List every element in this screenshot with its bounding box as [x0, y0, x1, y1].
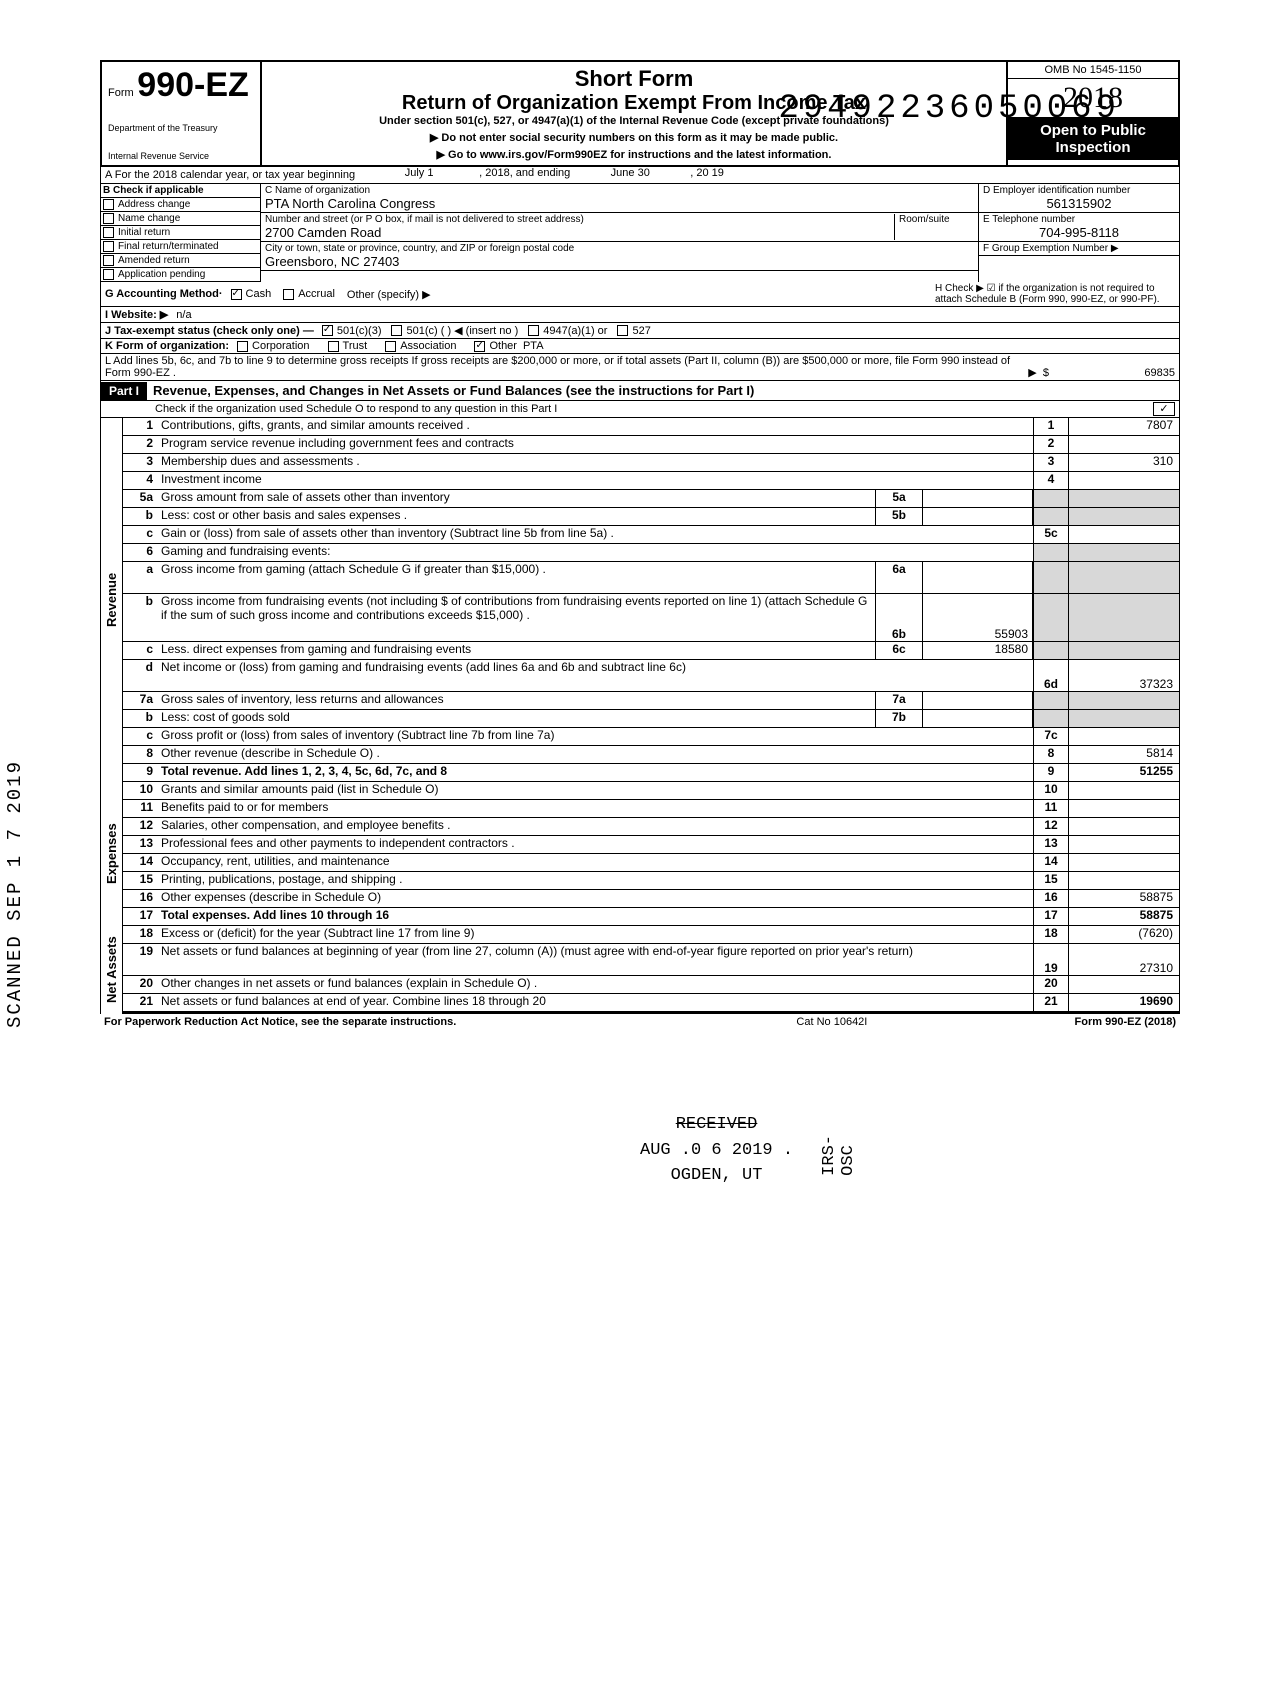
received-l1: RECEIVED: [640, 1112, 793, 1138]
row-l-text: L Add lines 5b, 6c, and 7b to line 9 to …: [105, 355, 1022, 379]
title-short: Short Form: [268, 66, 1000, 92]
ein-label: D Employer identification number: [983, 185, 1175, 196]
addr-label: Number and street (or P O box, if mail i…: [265, 214, 894, 225]
phone-cell: E Telephone number 704-995-8118: [979, 213, 1179, 242]
chk-other-org[interactable]: [474, 341, 485, 352]
footer: For Paperwork Reduction Act Notice, see …: [100, 1014, 1180, 1030]
row-j: J Tax-exempt status (check only one) — 5…: [100, 323, 1180, 339]
form-page: 29492236050069 Form 990-EZ Department of…: [100, 60, 1180, 1030]
col-b: B Check if applicable Address change Nam…: [101, 184, 261, 282]
scanned-stamp: SCANNED SEP 1 7 2019: [4, 760, 26, 1028]
chk-cash[interactable]: [231, 289, 242, 300]
expenses-side-label: Expenses: [100, 782, 122, 926]
form-id-box: Form 990-EZ Department of the Treasury I…: [102, 62, 262, 165]
omb-number: OMB No 1545-1150: [1008, 62, 1178, 79]
part1-header: Part I Revenue, Expenses, and Changes in…: [100, 381, 1180, 401]
footer-right: Form 990-EZ (2018): [1075, 1016, 1176, 1028]
row-j-label: J Tax-exempt status (check only one) —: [105, 325, 314, 337]
dept-irs: Internal Revenue Service: [108, 151, 254, 161]
netassets-section: Net Assets 18Excess or (deficit) for the…: [100, 926, 1180, 1014]
netassets-side-label: Net Assets: [100, 926, 122, 1014]
chk-501c3[interactable]: [322, 325, 333, 336]
row-i-label: I Website: ▶: [105, 308, 168, 321]
part1-schedO: Check if the organization used Schedule …: [100, 401, 1180, 418]
chk-accrual[interactable]: [283, 289, 294, 300]
gross-receipts-value: 69835: [1055, 367, 1175, 379]
received-stamp: RECEIVED AUG .0 6 2019 . OGDEN, UT: [640, 1112, 793, 1189]
received-l2: AUG .0 6 2019 .: [640, 1138, 793, 1164]
chk-527[interactable]: [617, 325, 628, 336]
chk-trust[interactable]: [328, 341, 339, 352]
city-cell: City or town, state or province, country…: [261, 242, 978, 271]
website-value: n/a: [176, 309, 191, 321]
revenue-grid: 1Contributions, gifts, grants, and simil…: [122, 418, 1180, 782]
city-label: City or town, state or province, country…: [265, 243, 974, 254]
org-name-cell: C Name of organization PTA North Carolin…: [261, 184, 978, 213]
ty-begin: July 1: [359, 167, 479, 183]
form-word: Form: [108, 87, 134, 99]
row-g-other: Other (specify) ▶: [347, 288, 431, 301]
part1-label: Part I: [101, 382, 147, 400]
group-exempt-cell: F Group Exemption Number ▶: [979, 242, 1179, 256]
chk-app-pending[interactable]: Application pending: [101, 268, 260, 282]
netassets-grid: 18Excess or (deficit) for the year (Subt…: [122, 926, 1180, 1014]
org-name-label: C Name of organization: [265, 185, 974, 196]
col-c: C Name of organization PTA North Carolin…: [261, 184, 979, 282]
dln-number: 29492236050069: [778, 90, 1120, 128]
row-g-label: G Accounting Method·: [105, 288, 223, 300]
revenue-side-label: Revenue: [100, 418, 122, 782]
chk-corp[interactable]: [237, 341, 248, 352]
row-l: L Add lines 5b, 6c, and 7b to line 9 to …: [100, 354, 1180, 381]
expenses-grid: 10Grants and similar amounts paid (list …: [122, 782, 1180, 926]
ty-end-month: June 30: [570, 167, 690, 183]
irs-osc-stamp: IRS-OSC: [820, 1135, 858, 1176]
col-b-header: B Check if applicable: [101, 184, 260, 198]
ein-cell: D Employer identification number 5613159…: [979, 184, 1179, 213]
phone-label: E Telephone number: [983, 214, 1175, 225]
block-bcd: B Check if applicable Address change Nam…: [100, 184, 1180, 282]
chk-address-change[interactable]: Address change: [101, 198, 260, 212]
col-d: D Employer identification number 5613159…: [979, 184, 1179, 282]
row-h: H Check ▶ ☑ if the organization is not r…: [935, 283, 1175, 305]
chk-initial-return[interactable]: Initial return: [101, 226, 260, 240]
row-a-mid: , 2018, and ending: [479, 167, 570, 183]
chk-amended[interactable]: Amended return: [101, 254, 260, 268]
city-value: Greensboro, NC 27403: [265, 254, 974, 269]
row-g-h: G Accounting Method· Cash Accrual Other …: [100, 282, 1180, 307]
part1-title: Revenue, Expenses, and Changes in Net As…: [147, 381, 1179, 400]
org-name-value: PTA North Carolina Congress: [265, 196, 974, 211]
row-a: A For the 2018 calendar year, or tax yea…: [100, 167, 1180, 184]
row-a-label: A For the 2018 calendar year, or tax yea…: [101, 167, 359, 183]
form-number: 990-EZ: [137, 66, 249, 104]
received-l3: OGDEN, UT: [640, 1163, 793, 1189]
other-org-value: PTA: [523, 340, 544, 352]
ty-end-year: , 20 19: [690, 167, 724, 183]
chk-final-return[interactable]: Final return/terminated: [101, 240, 260, 254]
addr-value: 2700 Camden Road: [265, 225, 894, 240]
title-goto: ▶ Go to www.irs.gov/Form990EZ for instru…: [268, 148, 1000, 161]
footer-left: For Paperwork Reduction Act Notice, see …: [104, 1016, 589, 1028]
schedO-text: Check if the organization used Schedule …: [105, 403, 1153, 415]
phone-value: 704-995-8118: [983, 225, 1175, 240]
chk-4947[interactable]: [528, 325, 539, 336]
row-i: I Website: ▶ n/a: [100, 307, 1180, 323]
chk-schedO[interactable]: ✓: [1153, 402, 1175, 416]
title-warn: ▶ Do not enter social security numbers o…: [268, 131, 1000, 144]
room-suite: Room/suite: [894, 214, 974, 240]
footer-mid: Cat No 10642I: [589, 1016, 1074, 1028]
dln-stamp: 29492236050069: [778, 90, 1120, 128]
addr-cell: Number and street (or P O box, if mail i…: [261, 213, 978, 242]
chk-assoc[interactable]: [385, 341, 396, 352]
dept-treasury: Department of the Treasury: [108, 123, 254, 133]
chk-501c[interactable]: [391, 325, 402, 336]
expenses-section: Expenses 10Grants and similar amounts pa…: [100, 782, 1180, 926]
row-k-label: K Form of organization:: [105, 340, 229, 352]
row-k: K Form of organization: Corporation Trus…: [100, 339, 1180, 354]
revenue-section: Revenue 1Contributions, gifts, grants, a…: [100, 418, 1180, 782]
chk-name-change[interactable]: Name change: [101, 212, 260, 226]
ein-value: 561315902: [983, 196, 1175, 211]
